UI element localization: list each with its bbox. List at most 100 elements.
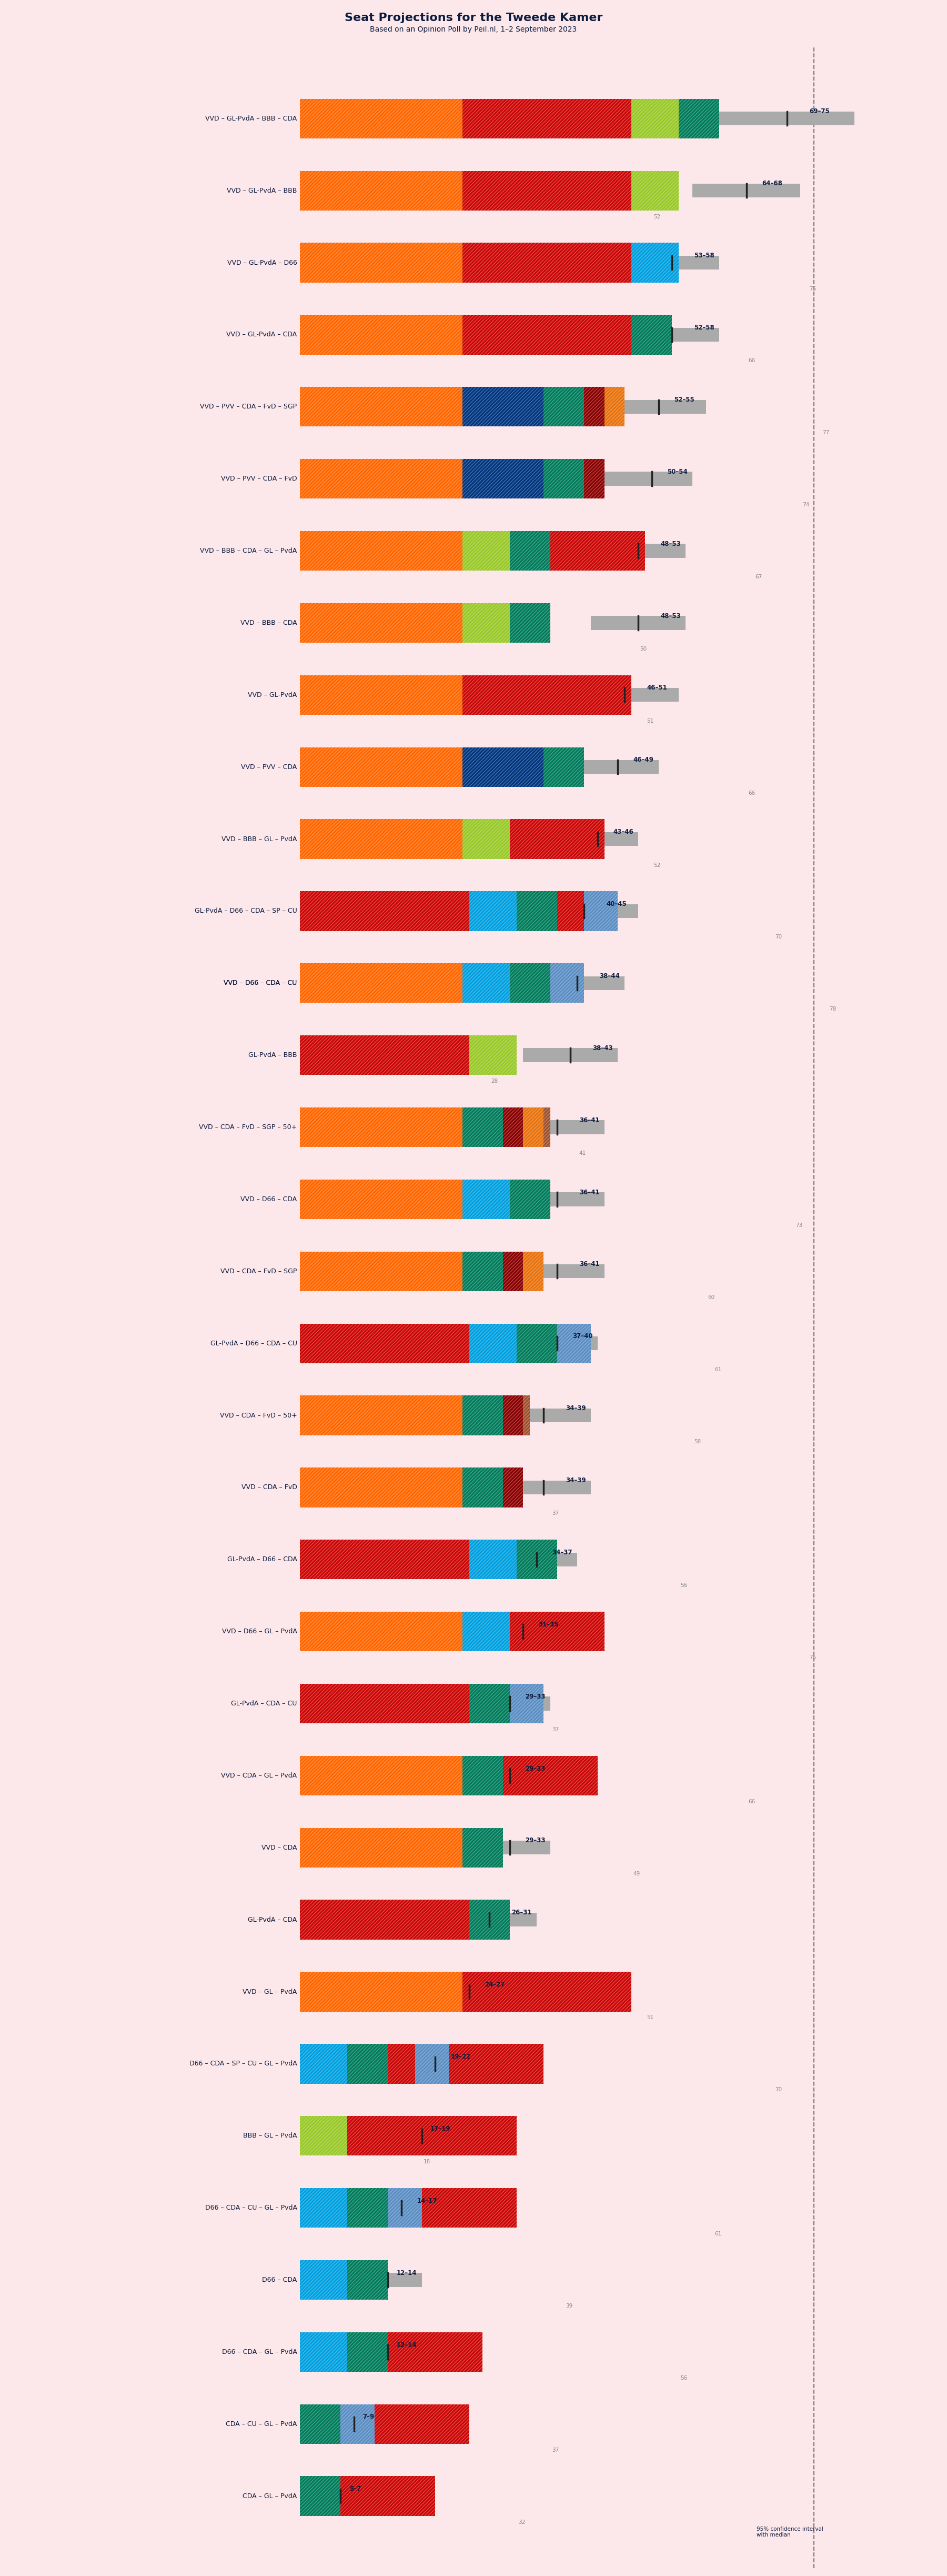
Text: 12–14: 12–14 — [397, 2342, 417, 2349]
Text: 66: 66 — [748, 1798, 755, 1803]
Bar — [300, 2043, 544, 2084]
Text: VVD – BBB – GL – PvdA: VVD – BBB – GL – PvdA — [222, 835, 297, 842]
Bar — [300, 819, 604, 858]
Text: 61: 61 — [714, 1368, 722, 1373]
Bar — [516, 1540, 557, 1579]
Text: D66 – CDA – CU – GL – PvdA: D66 – CDA – CU – GL – PvdA — [205, 2205, 297, 2210]
Bar — [300, 1468, 523, 1507]
Bar — [341, 2476, 436, 2517]
Text: 78: 78 — [830, 1007, 836, 1012]
Bar — [300, 2403, 469, 2445]
Bar — [348, 2331, 388, 2372]
Text: VVD – CDA – FvD: VVD – CDA – FvD — [241, 1484, 297, 1492]
Text: 37: 37 — [552, 1512, 559, 1517]
Bar — [300, 819, 462, 858]
Text: CDA – GL – PvdA: CDA – GL – PvdA — [242, 2494, 297, 2499]
Bar — [300, 675, 632, 714]
Bar — [348, 2115, 516, 2156]
Bar — [462, 170, 632, 211]
Text: 34–39: 34–39 — [565, 1404, 586, 1412]
Bar — [604, 471, 692, 487]
Bar — [327, 2416, 382, 2432]
Bar — [523, 1108, 544, 1146]
Bar — [692, 183, 800, 198]
Bar — [469, 891, 516, 930]
Text: 53–58: 53–58 — [694, 252, 714, 260]
Text: CDA – CU – GL – PvdA: CDA – CU – GL – PvdA — [225, 2421, 297, 2427]
Bar — [544, 459, 584, 500]
Bar — [632, 314, 672, 355]
Text: GL-PvdA – BBB: GL-PvdA – BBB — [248, 1051, 297, 1059]
Bar — [300, 531, 462, 572]
Bar — [421, 2187, 516, 2228]
Text: 51: 51 — [647, 719, 653, 724]
Text: 66: 66 — [748, 791, 755, 796]
Bar — [300, 1468, 462, 1507]
Text: BBB – GL – PvdA: BBB – GL – PvdA — [243, 2133, 297, 2138]
Bar — [300, 1108, 462, 1146]
Text: 74: 74 — [802, 502, 810, 507]
Text: Seat Projections for the Tweede Kamer: Seat Projections for the Tweede Kamer — [345, 13, 602, 23]
Text: GL-PvdA – D66 – CDA: GL-PvdA – D66 – CDA — [227, 1556, 297, 1564]
Bar — [557, 891, 584, 930]
Bar — [544, 386, 584, 428]
Text: 7–9: 7–9 — [363, 2414, 374, 2421]
Text: VVD – CDA – FvD – SGP – 50+: VVD – CDA – FvD – SGP – 50+ — [199, 1123, 297, 1131]
Bar — [300, 1973, 632, 2012]
Text: 46–51: 46–51 — [647, 685, 667, 690]
Bar — [361, 2344, 421, 2360]
Bar — [523, 976, 625, 989]
Bar — [300, 242, 462, 283]
Text: 36–41: 36–41 — [580, 1118, 599, 1123]
Text: D66 – CDA – SP – CU – GL – PvdA: D66 – CDA – SP – CU – GL – PvdA — [189, 2061, 297, 2066]
Bar — [300, 1901, 469, 1940]
Bar — [300, 170, 679, 211]
Bar — [509, 603, 550, 641]
Bar — [469, 1324, 516, 1363]
Bar — [462, 1842, 550, 1855]
Bar — [462, 242, 632, 283]
Bar — [348, 2187, 388, 2228]
Bar — [300, 2476, 436, 2517]
Bar — [348, 2043, 388, 2084]
Bar — [584, 891, 617, 930]
Bar — [462, 1757, 503, 1795]
Bar — [300, 1252, 462, 1291]
Bar — [300, 963, 462, 1002]
Bar — [462, 1180, 509, 1218]
Bar — [300, 2259, 348, 2300]
Bar — [300, 1396, 462, 1435]
Bar — [300, 1540, 557, 1579]
Text: 75: 75 — [809, 1654, 816, 1659]
Text: 75: 75 — [809, 286, 816, 291]
Bar — [300, 2403, 341, 2445]
Bar — [449, 2043, 544, 2084]
Text: VVD – GL-PvdA – CDA: VVD – GL-PvdA – CDA — [226, 332, 297, 337]
Bar — [617, 255, 720, 270]
Text: 52: 52 — [653, 214, 660, 219]
Text: 34–39: 34–39 — [565, 1476, 586, 1484]
Text: 29–33: 29–33 — [525, 1692, 545, 1700]
Text: 18: 18 — [423, 2159, 431, 2164]
Bar — [300, 459, 462, 500]
Text: 52–58: 52–58 — [694, 325, 714, 332]
Text: GL-PvdA – CDA – CU: GL-PvdA – CDA – CU — [231, 1700, 297, 1708]
Bar — [523, 1252, 544, 1291]
Bar — [300, 2043, 348, 2084]
Bar — [300, 1613, 604, 1651]
Text: 14–17: 14–17 — [417, 2197, 438, 2205]
Bar — [462, 1829, 503, 1868]
Bar — [509, 963, 550, 1002]
Bar — [462, 675, 632, 714]
Bar — [300, 1901, 509, 1940]
Bar — [341, 2403, 374, 2445]
Bar — [300, 98, 720, 139]
Text: VVD – GL-PvdA – BBB – CDA: VVD – GL-PvdA – BBB – CDA — [205, 116, 297, 121]
Text: Based on an Opinion Poll by Peil.nl, 1–2 September 2023: Based on an Opinion Poll by Peil.nl, 1–2… — [370, 26, 577, 33]
Bar — [462, 386, 544, 428]
Bar — [462, 1396, 503, 1435]
Bar — [300, 1685, 469, 1723]
Bar — [632, 242, 679, 283]
Bar — [300, 2187, 348, 2228]
Text: 69–75: 69–75 — [809, 108, 830, 116]
